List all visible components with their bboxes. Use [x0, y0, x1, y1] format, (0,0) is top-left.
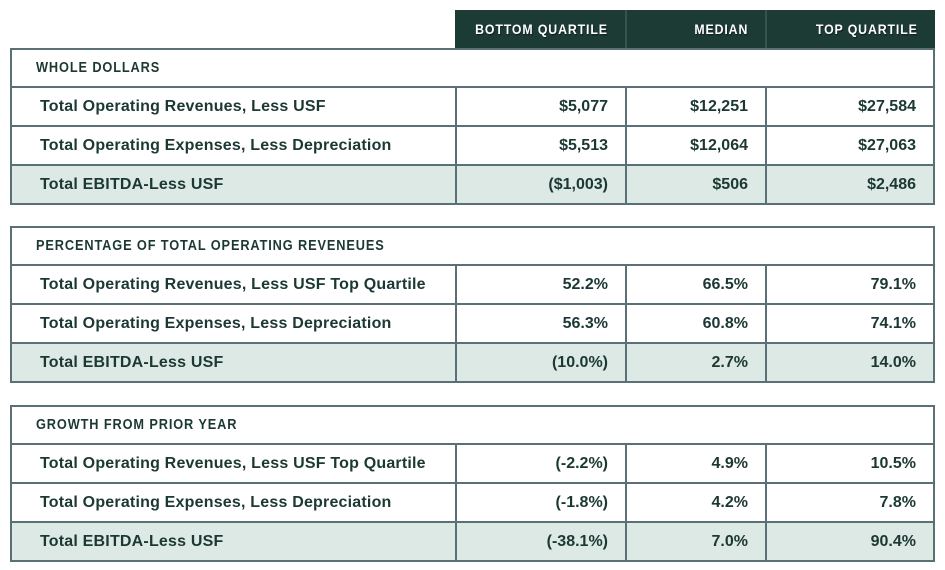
- cell-top-quartile: $27,063: [765, 127, 933, 164]
- section-gap: [10, 383, 935, 405]
- cell-bottom-quartile: (10.0%): [455, 344, 625, 381]
- row-label: Total Operating Expenses, Less Depreciat…: [40, 314, 392, 332]
- row-label: Total Operating Revenues, Less USF Top Q…: [40, 275, 426, 293]
- cell-median: 4.2%: [625, 484, 765, 521]
- cell-bottom-quartile: $5,077: [455, 88, 625, 125]
- cell-bottom-quartile: (-1.8%): [455, 484, 625, 521]
- section-gap: [10, 205, 935, 226]
- cell-top-quartile: $27,584: [765, 88, 933, 125]
- section-growth-from-prior-year: GROWTH FROM PRIOR YEAR Total Operating R…: [10, 405, 935, 562]
- section-percentage-of-revenues: PERCENTAGE OF TOTAL OPERATING REVENEUES …: [10, 226, 935, 383]
- column-header-row: BOTTOM QUARTILE MEDIAN TOP QUARTILE: [455, 10, 935, 48]
- cell-top-quartile: 74.1%: [765, 305, 933, 342]
- section-title: GROWTH FROM PRIOR YEAR: [12, 407, 933, 445]
- cell-top-quartile: $2,486: [765, 166, 933, 203]
- section-title: WHOLE DOLLARS: [12, 50, 933, 88]
- cell-median: $12,064: [625, 127, 765, 164]
- cell-median: 66.5%: [625, 266, 765, 303]
- table-row: Total Operating Revenues, Less USF Top Q…: [12, 266, 933, 303]
- column-header-label: BOTTOM QUARTILE: [475, 21, 608, 37]
- row-label: Total Operating Expenses, Less Depreciat…: [40, 136, 392, 154]
- row-label: Total Operating Revenues, Less USF Top Q…: [40, 454, 426, 472]
- row-label: Total EBITDA-Less USF: [40, 353, 224, 371]
- cell-bottom-quartile: (-2.2%): [455, 445, 625, 482]
- cell-bottom-quartile: 56.3%: [455, 305, 625, 342]
- column-header-label: MEDIAN: [694, 21, 748, 37]
- cell-median: 2.7%: [625, 344, 765, 381]
- row-label: Total Operating Revenues, Less USF: [40, 97, 326, 115]
- table-row: Total Operating Revenues, Less USF $5,07…: [12, 88, 933, 125]
- cell-top-quartile: 79.1%: [765, 266, 933, 303]
- table-row: Total Operating Expenses, Less Depreciat…: [12, 303, 933, 342]
- cell-median: 7.0%: [625, 523, 765, 560]
- column-header-label: TOP QUARTILE: [816, 21, 918, 37]
- table-row-total: Total EBITDA-Less USF (-38.1%) 7.0% 90.4…: [12, 521, 933, 560]
- cell-bottom-quartile: ($1,003): [455, 166, 625, 203]
- column-header-top-quartile: TOP QUARTILE: [765, 10, 935, 48]
- table-row: Total Operating Expenses, Less Depreciat…: [12, 482, 933, 521]
- cell-top-quartile: 10.5%: [765, 445, 933, 482]
- cell-bottom-quartile: $5,513: [455, 127, 625, 164]
- section-whole-dollars: WHOLE DOLLARS Total Operating Revenues, …: [10, 48, 935, 205]
- table-row-total: Total EBITDA-Less USF ($1,003) $506 $2,4…: [12, 164, 933, 203]
- cell-median: $12,251: [625, 88, 765, 125]
- cell-bottom-quartile: (-38.1%): [455, 523, 625, 560]
- row-label: Total Operating Expenses, Less Depreciat…: [40, 493, 392, 511]
- table-content: BOTTOM QUARTILE MEDIAN TOP QUARTILE WHOL…: [10, 10, 935, 562]
- cell-bottom-quartile: 52.2%: [455, 266, 625, 303]
- cell-median: $506: [625, 166, 765, 203]
- column-header-median: MEDIAN: [625, 10, 765, 48]
- table-row: Total Operating Expenses, Less Depreciat…: [12, 125, 933, 164]
- table-row: Total Operating Revenues, Less USF Top Q…: [12, 445, 933, 482]
- row-label: Total EBITDA-Less USF: [40, 175, 224, 193]
- table-row-total: Total EBITDA-Less USF (10.0%) 2.7% 14.0%: [12, 342, 933, 381]
- row-label: Total EBITDA-Less USF: [40, 532, 224, 550]
- cell-median: 4.9%: [625, 445, 765, 482]
- column-header-bottom-quartile: BOTTOM QUARTILE: [455, 10, 625, 48]
- section-title: PERCENTAGE OF TOTAL OPERATING REVENEUES: [12, 228, 933, 266]
- cell-median: 60.8%: [625, 305, 765, 342]
- cell-top-quartile: 90.4%: [765, 523, 933, 560]
- cell-top-quartile: 7.8%: [765, 484, 933, 521]
- cell-top-quartile: 14.0%: [765, 344, 933, 381]
